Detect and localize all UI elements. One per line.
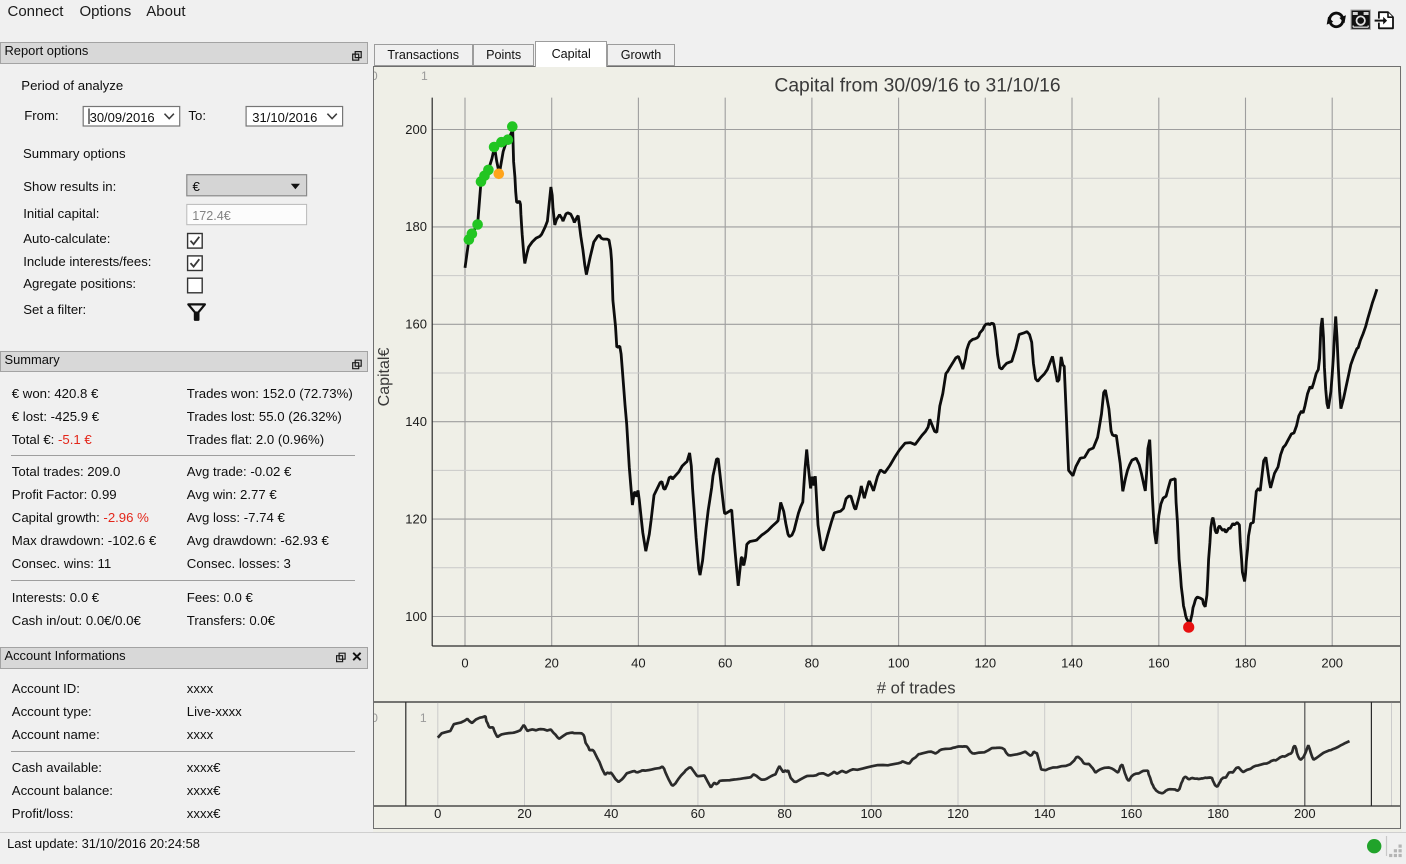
svg-text:140: 140	[1034, 806, 1056, 821]
svg-text:60: 60	[718, 656, 732, 671]
svg-text:40: 40	[604, 806, 618, 821]
svg-text:60: 60	[691, 806, 705, 821]
svg-text:0: 0	[434, 806, 441, 821]
svg-text:160: 160	[405, 317, 427, 332]
svg-text:40: 40	[631, 656, 645, 671]
svg-text:80: 80	[777, 806, 791, 821]
svg-text:20: 20	[544, 656, 558, 671]
svg-text:20: 20	[517, 806, 531, 821]
svg-text:Capital€: Capital€	[376, 348, 393, 407]
svg-text:180: 180	[1207, 806, 1229, 821]
svg-text:180: 180	[405, 219, 427, 234]
svg-text:200: 200	[1294, 806, 1316, 821]
svg-text:120: 120	[947, 806, 969, 821]
svg-text:# of trades: # of trades	[877, 679, 956, 698]
svg-text:Capital from 30/09/16 to 31/10: Capital from 30/09/16 to 31/10/16	[774, 75, 1060, 96]
svg-text:100: 100	[405, 609, 427, 624]
svg-text:100: 100	[888, 656, 910, 671]
svg-text:180: 180	[1235, 656, 1257, 671]
svg-text:140: 140	[1061, 656, 1083, 671]
svg-text:200: 200	[405, 122, 427, 137]
svg-text:100: 100	[860, 806, 882, 821]
svg-text:1: 1	[421, 69, 428, 83]
svg-text:80: 80	[805, 656, 819, 671]
svg-text:120: 120	[974, 656, 996, 671]
svg-text:0: 0	[461, 656, 468, 671]
svg-text:140: 140	[405, 414, 427, 429]
svg-text:200: 200	[1321, 656, 1343, 671]
svg-text:120: 120	[405, 511, 427, 526]
svg-text:0: 0	[373, 711, 378, 725]
svg-text:1: 1	[420, 711, 427, 725]
svg-text:160: 160	[1148, 656, 1170, 671]
svg-text:0: 0	[373, 69, 378, 83]
svg-text:160: 160	[1121, 806, 1143, 821]
